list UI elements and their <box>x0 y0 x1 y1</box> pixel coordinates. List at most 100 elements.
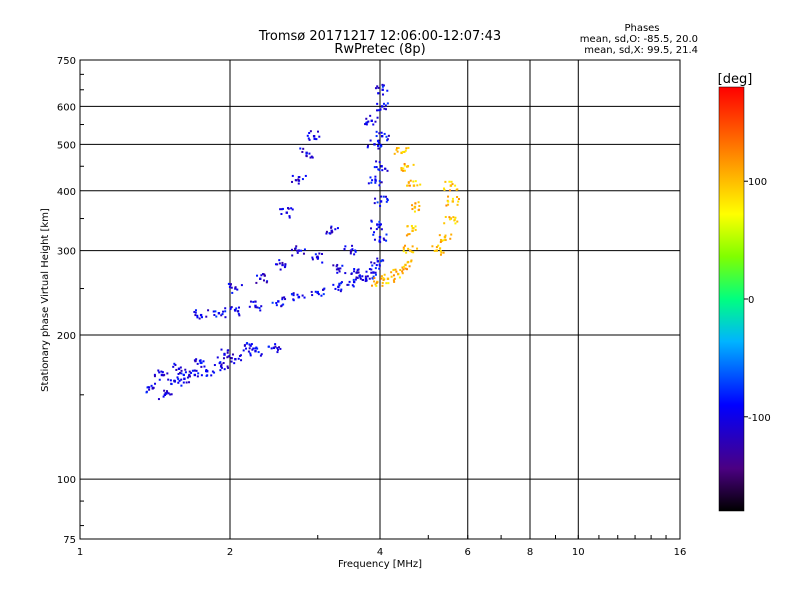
data-point <box>300 249 303 252</box>
data-point <box>213 371 216 374</box>
data-point <box>301 294 304 297</box>
data-point <box>371 284 374 287</box>
data-point <box>170 393 173 396</box>
data-point <box>452 216 455 219</box>
y-tick-label: 75 <box>63 535 76 546</box>
data-point <box>336 271 339 274</box>
data-point <box>230 357 233 360</box>
y-tick-label: 200 <box>57 331 76 342</box>
data-point <box>375 228 378 231</box>
data-point <box>378 267 381 270</box>
data-point <box>384 195 387 198</box>
data-point <box>352 285 355 288</box>
data-point <box>411 208 414 211</box>
data-point <box>381 281 384 284</box>
data-point <box>375 135 378 138</box>
data-point <box>382 195 385 198</box>
data-point <box>251 348 254 351</box>
data-point <box>402 150 405 153</box>
data-point <box>193 373 197 377</box>
data-point <box>222 310 225 313</box>
data-point <box>188 373 191 376</box>
data-point <box>191 369 194 372</box>
data-point <box>284 298 287 301</box>
data-point <box>248 305 251 308</box>
data-point <box>194 314 197 317</box>
y-tick-label: 400 <box>57 187 76 198</box>
data-point <box>384 104 387 107</box>
data-point <box>402 169 405 172</box>
data-point <box>317 293 320 296</box>
data-point <box>322 288 325 291</box>
data-point <box>229 283 232 286</box>
data-point <box>338 270 341 273</box>
data-point <box>386 169 389 172</box>
data-point <box>310 155 313 158</box>
data-point <box>356 276 359 279</box>
data-point <box>200 316 203 319</box>
data-point <box>259 309 262 312</box>
data-point <box>291 180 294 183</box>
data-point <box>230 360 233 363</box>
data-point <box>381 169 384 172</box>
data-point <box>263 273 266 276</box>
data-point <box>379 204 382 207</box>
data-point <box>401 270 404 273</box>
data-point <box>374 120 377 123</box>
data-point <box>256 347 259 350</box>
data-point <box>370 220 373 223</box>
data-point <box>386 199 389 202</box>
data-point <box>321 252 324 255</box>
data-point <box>404 244 407 247</box>
data-point <box>384 167 387 170</box>
data-point <box>265 281 268 284</box>
data-point <box>158 378 161 381</box>
data-point <box>402 265 405 268</box>
data-point <box>228 354 231 357</box>
data-point <box>374 283 377 286</box>
data-point <box>334 287 337 290</box>
data-point <box>375 264 378 267</box>
data-point <box>386 197 389 200</box>
data-point <box>400 167 403 170</box>
data-point <box>376 102 379 105</box>
data-point <box>402 268 405 271</box>
data-point <box>412 163 415 166</box>
data-point <box>228 283 231 286</box>
data-point <box>301 150 304 153</box>
data-point <box>367 120 370 123</box>
data-point <box>404 267 407 270</box>
data-point <box>207 309 210 312</box>
data-point <box>401 272 404 275</box>
data-point <box>275 301 278 304</box>
data-point <box>399 268 402 271</box>
data-point <box>396 150 399 153</box>
data-point <box>373 277 376 280</box>
data-point <box>380 260 383 263</box>
x-tick-label: 8 <box>527 547 533 558</box>
data-point <box>213 313 216 316</box>
data-point <box>145 391 148 394</box>
data-point <box>259 277 262 280</box>
data-point <box>272 346 276 350</box>
data-point <box>166 391 169 394</box>
data-point <box>357 271 360 274</box>
data-point <box>184 368 187 371</box>
data-point <box>280 213 283 216</box>
data-point <box>194 309 197 312</box>
data-point <box>376 201 379 204</box>
data-point <box>197 372 200 375</box>
data-point <box>205 374 208 377</box>
data-point <box>406 225 409 228</box>
data-point <box>380 181 383 184</box>
data-point <box>297 182 300 185</box>
data-point <box>308 138 311 141</box>
data-point <box>407 146 410 149</box>
data-point <box>217 312 221 315</box>
data-point <box>366 275 369 278</box>
data-point <box>402 246 405 249</box>
data-point <box>385 233 388 236</box>
data-point <box>185 381 188 384</box>
data-point <box>276 348 279 351</box>
data-point <box>154 382 157 385</box>
